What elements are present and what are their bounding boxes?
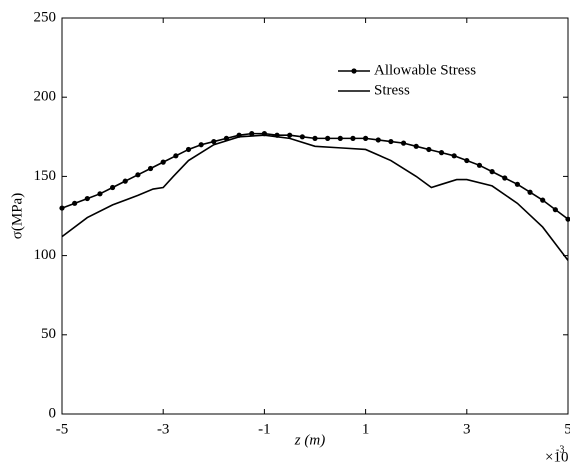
x-tick-label: 1 bbox=[362, 421, 370, 437]
series-marker bbox=[337, 135, 343, 141]
series-marker bbox=[110, 184, 116, 191]
series-marker bbox=[565, 216, 570, 222]
series-marker bbox=[198, 142, 204, 148]
y-tick-label: 150 bbox=[34, 168, 57, 184]
series-marker bbox=[527, 189, 533, 195]
legend-label: Allowable Stress bbox=[374, 62, 476, 78]
series-marker bbox=[97, 191, 103, 197]
series-marker bbox=[426, 146, 432, 153]
series-marker bbox=[552, 207, 558, 213]
series-marker bbox=[350, 135, 356, 141]
legend-label: Stress bbox=[374, 82, 410, 98]
series-marker bbox=[464, 157, 470, 164]
y-tick-label: 0 bbox=[49, 405, 57, 421]
series-marker bbox=[388, 138, 394, 145]
x-multiplier: ×10 bbox=[545, 449, 568, 465]
series-marker bbox=[514, 181, 521, 187]
legend-marker bbox=[351, 68, 357, 74]
plot-frame bbox=[61, 17, 569, 415]
series-marker bbox=[451, 153, 457, 159]
series-marker bbox=[325, 135, 331, 141]
series-marker bbox=[249, 131, 255, 137]
series-marker bbox=[84, 195, 90, 202]
series-marker bbox=[211, 138, 217, 145]
series-marker bbox=[312, 135, 318, 141]
x-multiplier-exponent: -3 bbox=[556, 444, 564, 455]
y-tick-label: 100 bbox=[34, 247, 57, 263]
series-marker bbox=[375, 137, 381, 143]
series-marker bbox=[502, 175, 508, 181]
series-marker bbox=[135, 172, 141, 178]
x-axis-label: z (m) bbox=[294, 432, 325, 448]
x-tick-label: 5 bbox=[564, 421, 570, 437]
series-marker bbox=[438, 150, 445, 156]
series-marker bbox=[160, 159, 166, 165]
series-marker bbox=[59, 205, 65, 211]
series-marker bbox=[540, 197, 546, 203]
x-tick-label: -3 bbox=[157, 421, 170, 437]
series-marker bbox=[72, 200, 78, 206]
series-marker bbox=[400, 140, 407, 146]
series-marker bbox=[122, 178, 128, 184]
x-tick-label: -1 bbox=[258, 421, 271, 437]
y-tick-label: 50 bbox=[41, 326, 56, 342]
series-marker bbox=[363, 135, 369, 141]
series-marker bbox=[489, 169, 495, 175]
y-tick-label: 200 bbox=[34, 89, 57, 105]
series-marker bbox=[299, 134, 305, 140]
series-line bbox=[61, 134, 569, 261]
y-axis-label: σ(MPa) bbox=[9, 193, 25, 239]
x-tick-label: -5 bbox=[56, 421, 69, 437]
series-marker bbox=[476, 162, 483, 168]
series-marker bbox=[147, 165, 154, 172]
series-marker bbox=[287, 132, 293, 138]
series-marker bbox=[173, 153, 179, 159]
series-marker bbox=[413, 143, 419, 149]
series-marker bbox=[185, 146, 192, 153]
y-tick-label: 250 bbox=[34, 9, 57, 25]
x-tick-label: 3 bbox=[463, 421, 471, 437]
